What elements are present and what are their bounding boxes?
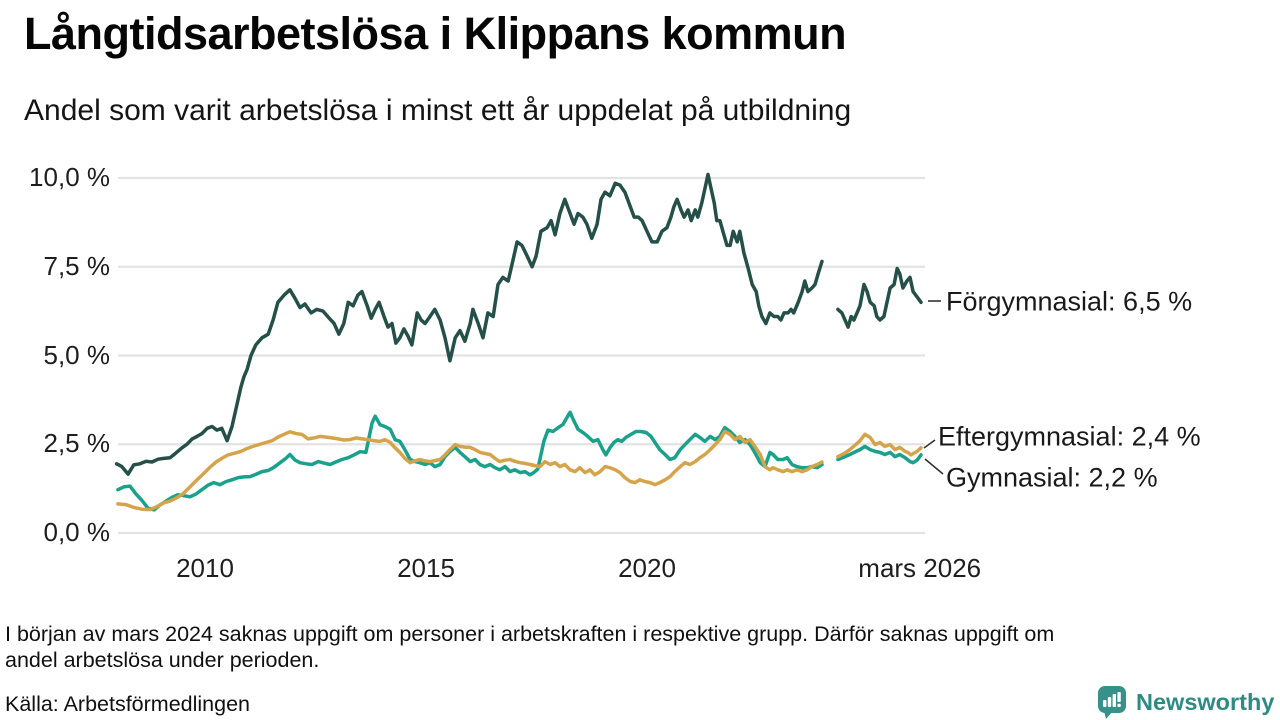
series-line-gymnasial-seg2 [836,444,923,465]
source-label: Källa: Arbetsförmedlingen [5,692,251,716]
connector-eftergymnasial [923,439,936,449]
x-tick-label-mars-2026: mars 2026 [858,553,982,583]
series-label-gymnasial: Gymnasial: 2,2 % [946,462,1158,493]
newsworthy-speech-bubble-bar-chart-icon [1098,686,1126,719]
series-line-förgymnasial-seg2 [836,266,923,329]
x-tick-label-2010: 2010 [176,553,234,583]
connector-gymnasial [924,458,944,475]
footnote-line-2: andel arbetslösa under perioden. [5,648,320,672]
y-tick-label-10: 10,0 % [29,162,110,192]
series-line-gymnasial-seg1 [116,410,824,512]
series-line-eftergymnasial-seg1 [116,429,824,512]
newsworthy-logo: Newsworthy [1096,685,1274,720]
series-line-eftergymnasial-seg2 [836,432,923,459]
x-tick-label-2015: 2015 [397,553,455,583]
series-line-förgymnasial-seg1 [114,172,824,476]
y-tick-label-0: 0,0 % [43,517,111,547]
x-tick-label-2020: 2020 [618,553,676,583]
series-label-eftergymnasial: Eftergymnasial: 2,4 % [938,421,1201,452]
y-tick-label-2.5: 2,5 % [43,428,111,459]
chart-title: Långtidsarbetslösa i Klippans kommun [24,8,847,59]
y-tick-label-5: 5,0 % [43,339,111,370]
footnote-line-1: I början av mars 2024 saknas uppgift om … [5,622,1055,646]
chart-subtitle: Andel som varit arbetslösa i minst ett å… [24,94,852,127]
newsworthy-wordmark: Newsworthy [1136,689,1275,715]
series-label-förgymnasial: Förgymnasial: 6,5 % [946,286,1193,317]
y-tick-label-7.5: 7,5 % [43,250,111,281]
